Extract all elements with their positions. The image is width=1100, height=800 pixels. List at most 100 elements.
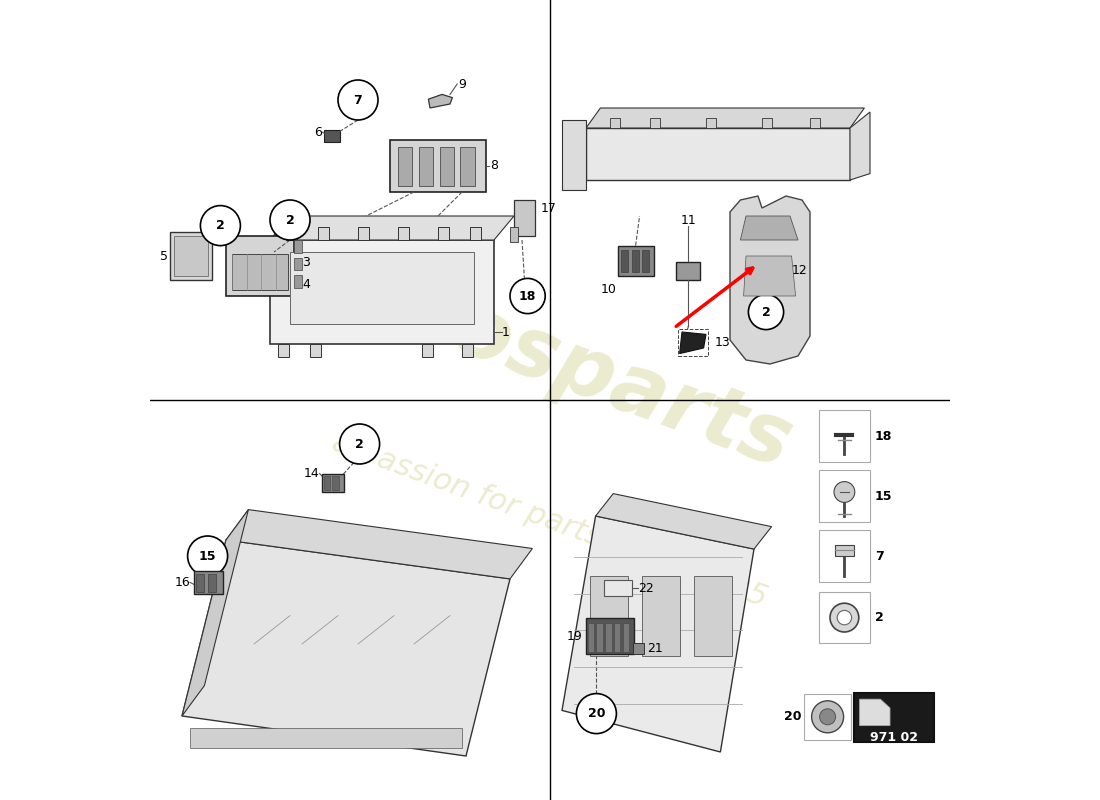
Bar: [190, 728, 462, 748]
Bar: [762, 118, 772, 128]
Text: 19: 19: [566, 630, 582, 642]
Text: 21: 21: [648, 642, 663, 655]
Bar: [596, 623, 603, 652]
Text: 20: 20: [587, 707, 605, 720]
Text: 2: 2: [355, 438, 364, 450]
Bar: [642, 250, 649, 272]
Polygon shape: [562, 516, 754, 752]
Bar: [170, 232, 211, 280]
Bar: [318, 227, 329, 240]
Polygon shape: [730, 196, 810, 364]
Polygon shape: [859, 699, 890, 726]
Text: 16: 16: [174, 576, 190, 589]
Text: 15: 15: [199, 550, 217, 562]
Bar: [604, 580, 631, 596]
Bar: [586, 618, 634, 654]
Bar: [818, 470, 870, 522]
Text: 2: 2: [761, 306, 770, 318]
Bar: [398, 147, 412, 186]
Bar: [440, 147, 454, 186]
Bar: [226, 236, 294, 296]
Bar: [610, 118, 620, 128]
Text: 8: 8: [490, 159, 498, 172]
Bar: [197, 574, 205, 592]
Bar: [818, 592, 870, 643]
Bar: [590, 576, 628, 656]
Circle shape: [812, 701, 844, 733]
Text: 12: 12: [792, 264, 807, 277]
Bar: [631, 250, 639, 272]
Bar: [587, 623, 594, 652]
Bar: [470, 227, 481, 240]
Text: a passion for parts since 1985: a passion for parts since 1985: [329, 427, 771, 613]
Bar: [818, 530, 870, 582]
Text: eurosparts: eurosparts: [296, 234, 804, 486]
Bar: [810, 118, 821, 128]
Bar: [804, 694, 850, 740]
Bar: [208, 574, 216, 592]
Text: 11: 11: [681, 214, 696, 226]
Polygon shape: [744, 256, 795, 296]
Bar: [854, 693, 934, 742]
Text: 13: 13: [715, 336, 730, 349]
Bar: [398, 227, 409, 240]
Text: 6: 6: [315, 126, 322, 138]
Bar: [605, 623, 612, 652]
Bar: [614, 623, 620, 652]
Bar: [835, 545, 854, 556]
Bar: [322, 474, 344, 492]
Polygon shape: [428, 94, 452, 108]
Bar: [514, 200, 535, 236]
Bar: [706, 118, 716, 128]
Text: 15: 15: [874, 490, 892, 502]
Bar: [678, 329, 708, 356]
Circle shape: [748, 294, 783, 330]
Polygon shape: [226, 510, 532, 579]
Text: 22: 22: [638, 582, 653, 594]
Circle shape: [200, 206, 241, 246]
Text: 3: 3: [302, 256, 310, 269]
Text: 4: 4: [302, 278, 310, 290]
Bar: [323, 476, 330, 490]
Bar: [676, 262, 701, 280]
Bar: [422, 344, 433, 357]
Bar: [290, 252, 474, 324]
Polygon shape: [182, 540, 510, 756]
Bar: [419, 147, 433, 186]
Polygon shape: [586, 108, 865, 128]
Text: 7: 7: [353, 94, 362, 106]
Bar: [358, 227, 370, 240]
Bar: [332, 476, 339, 490]
Circle shape: [510, 278, 546, 314]
Bar: [562, 120, 586, 190]
Bar: [510, 227, 518, 242]
Bar: [818, 410, 870, 462]
Bar: [634, 643, 645, 654]
Bar: [270, 240, 494, 344]
Circle shape: [834, 482, 855, 502]
Bar: [650, 118, 660, 128]
Circle shape: [340, 424, 379, 464]
Bar: [438, 227, 449, 240]
Circle shape: [576, 694, 616, 734]
Bar: [586, 128, 850, 180]
Bar: [286, 227, 297, 240]
Bar: [642, 576, 681, 656]
Polygon shape: [850, 112, 870, 180]
Circle shape: [830, 603, 859, 632]
Circle shape: [752, 266, 763, 277]
Text: 2: 2: [216, 219, 224, 232]
Bar: [744, 254, 788, 288]
Text: 14: 14: [304, 467, 320, 480]
Text: 18: 18: [874, 430, 892, 442]
Text: 1: 1: [502, 326, 510, 338]
Circle shape: [270, 200, 310, 240]
Polygon shape: [270, 216, 514, 240]
Bar: [194, 571, 223, 594]
Bar: [461, 147, 475, 186]
Text: 7: 7: [874, 550, 883, 562]
Bar: [310, 344, 321, 357]
Bar: [294, 258, 302, 270]
Bar: [618, 246, 654, 276]
Text: 2: 2: [286, 214, 295, 226]
